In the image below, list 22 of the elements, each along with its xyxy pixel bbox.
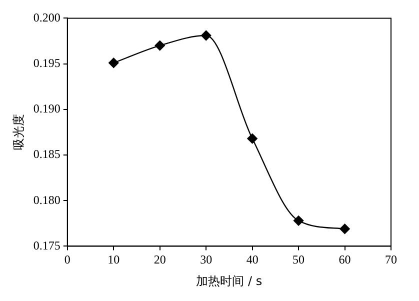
point bbox=[108, 58, 119, 68]
point bbox=[200, 30, 212, 41]
point bbox=[154, 40, 165, 51]
point bbox=[293, 216, 304, 226]
x-tick-label: 50 bbox=[292, 252, 305, 267]
point bbox=[340, 224, 350, 234]
x-axis-title: 加热时间 / s bbox=[196, 274, 262, 288]
x-tick-label: 60 bbox=[338, 252, 351, 267]
y-tick-label: 0.185 bbox=[33, 147, 60, 162]
y-tick-label: 0.175 bbox=[33, 238, 60, 252]
x-tick-label: 10 bbox=[108, 252, 120, 267]
x-tick-label: 0 bbox=[64, 252, 70, 267]
x-tick-label: 70 bbox=[385, 252, 397, 267]
y-tick-label: 0.195 bbox=[33, 56, 60, 70]
x-tick-label: 20 bbox=[154, 252, 166, 267]
y-tick-label: 0.190 bbox=[33, 102, 60, 116]
x-tick-label: 30 bbox=[200, 252, 212, 267]
point bbox=[247, 133, 258, 144]
y-axis-title: 吸光度 bbox=[11, 114, 26, 150]
y-tick-label: 0.200 bbox=[33, 10, 60, 24]
y-tick-label: 0.180 bbox=[33, 192, 60, 207]
x-tick-label: 40 bbox=[246, 252, 258, 267]
